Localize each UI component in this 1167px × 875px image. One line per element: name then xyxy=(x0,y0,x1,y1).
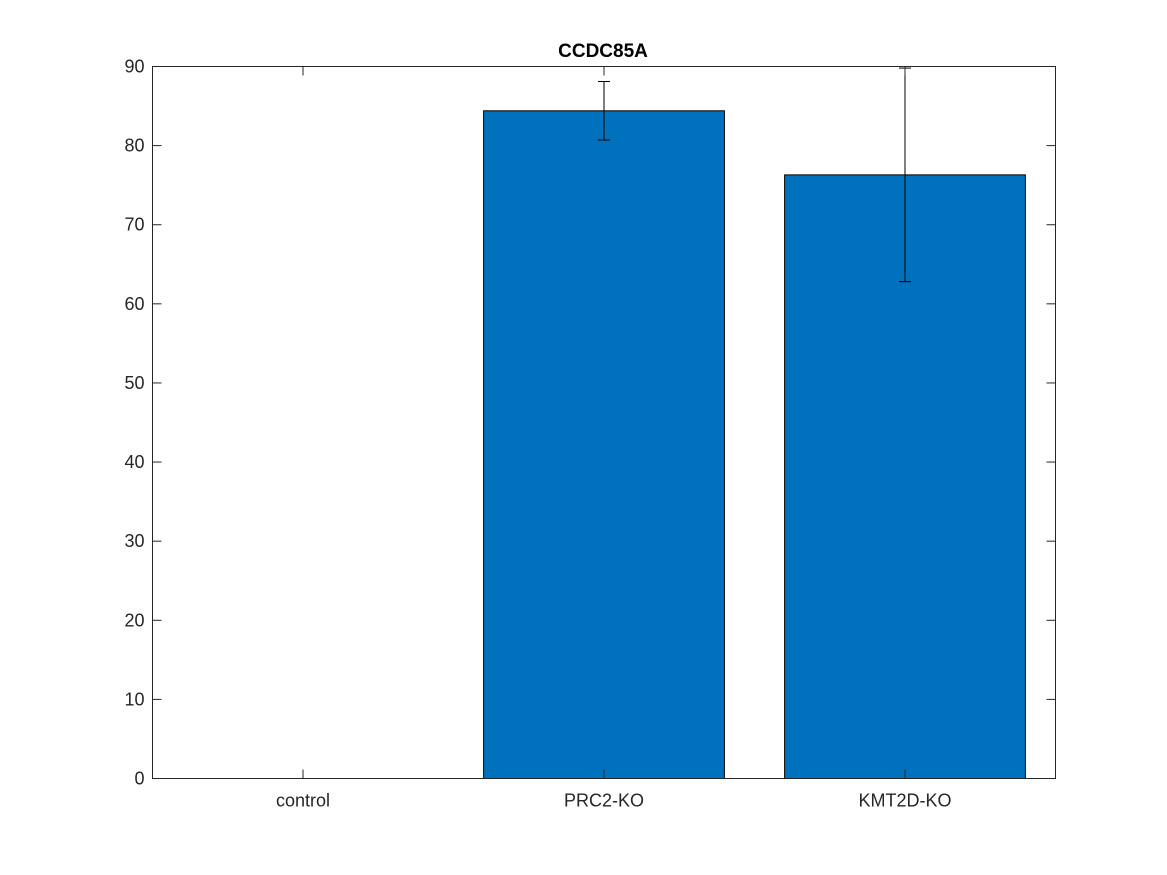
x-tick-label-control: control xyxy=(276,791,330,811)
chart-title: CCDC85A xyxy=(558,41,648,62)
y-axis: 0 10 20 30 40 50 60 70 80 90 xyxy=(124,57,1056,789)
y-tick-label: 50 xyxy=(124,373,144,393)
y-tick-label: 10 xyxy=(124,689,144,709)
x-tick-label-prc2-ko: PRC2-KO xyxy=(564,791,644,811)
bar-prc2-ko xyxy=(483,110,725,779)
y-tick-label: 60 xyxy=(124,294,144,314)
y-tick-label: 70 xyxy=(124,215,144,235)
y-tick-label: 30 xyxy=(124,531,144,551)
y-tick-label: 40 xyxy=(124,452,144,472)
y-tick-label: 90 xyxy=(124,57,144,77)
y-tick-label: 20 xyxy=(124,610,144,630)
errorbar-prc2-ko xyxy=(598,81,610,141)
y-tick-label: 0 xyxy=(134,769,144,789)
y-tick-label: 80 xyxy=(124,136,144,156)
x-tick-label-kmt2d-ko: KMT2D-KO xyxy=(858,791,951,811)
x-axis: control PRC2-KO KMT2D-KO xyxy=(276,66,952,811)
